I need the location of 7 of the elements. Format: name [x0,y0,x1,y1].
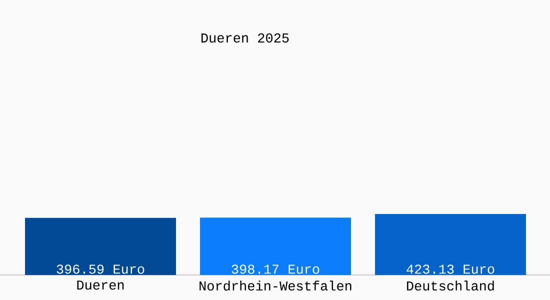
x-tick-label: Nordrhein-Westfalen [200,280,352,291]
chart-title: Dueren 2025 [202,33,289,43]
x-tick-label: Dueren [77,280,124,290]
x-tick-label: Deutschland [407,280,494,291]
data-label: 398.17 Euro [232,264,320,274]
data-label: 396.59 Euro [56,264,144,274]
data-label: 423.13 Euro [406,264,494,274]
